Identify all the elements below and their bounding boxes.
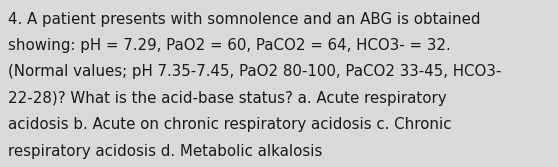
- Text: 22-28)? What is the acid-base status? a. Acute respiratory: 22-28)? What is the acid-base status? a.…: [8, 91, 446, 106]
- Text: respiratory acidosis d. Metabolic alkalosis: respiratory acidosis d. Metabolic alkalo…: [8, 144, 322, 159]
- Text: acidosis b. Acute on chronic respiratory acidosis c. Chronic: acidosis b. Acute on chronic respiratory…: [8, 117, 451, 132]
- Text: 4. A patient presents with somnolence and an ABG is obtained: 4. A patient presents with somnolence an…: [8, 12, 480, 27]
- Text: (Normal values; pH 7.35-7.45, PaO2 80-100, PaCO2 33-45, HCO3-: (Normal values; pH 7.35-7.45, PaO2 80-10…: [8, 64, 501, 79]
- Text: showing: pH = 7.29, PaO2 = 60, PaCO2 = 64, HCO3- = 32.: showing: pH = 7.29, PaO2 = 60, PaCO2 = 6…: [8, 38, 450, 53]
